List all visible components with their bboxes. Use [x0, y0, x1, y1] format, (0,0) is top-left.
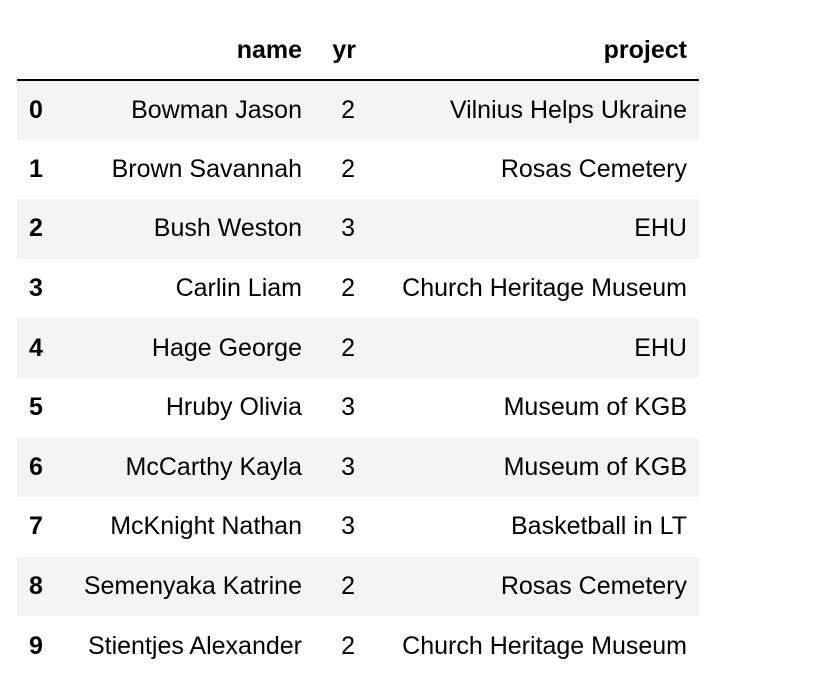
cell-name: Bush Weston [153, 214, 302, 243]
cell-yr: 2 [341, 572, 355, 601]
cell-name: McKnight Nathan [110, 512, 302, 541]
cell-yr: 3 [341, 393, 355, 422]
dataframe-table: name yr project 0 Bowman Jason 2 Vilnius… [17, 22, 699, 676]
row-index: 4 [29, 333, 43, 362]
table-row: 9 Stientjes Alexander 2 Church Heritage … [17, 616, 699, 676]
cell-project: Church Heritage Museum [402, 274, 687, 303]
cell-project: Church Heritage Museum [402, 631, 687, 660]
cell-project: Basketball in LT [510, 512, 687, 541]
cell-yr: 3 [341, 214, 355, 243]
column-header-name: name [55, 22, 314, 81]
table-row: 1 Brown Savannah 2 Rosas Cemetery [17, 139, 699, 200]
cell-name: Stientjes Alexander [87, 631, 302, 660]
cell-yr: 2 [341, 154, 355, 183]
dataframe-output: name yr project 0 Bowman Jason 2 Vilnius… [17, 22, 699, 676]
column-header-project: project [368, 22, 699, 81]
row-index: 0 [29, 95, 43, 124]
cell-name: Hruby Olivia [165, 393, 302, 422]
cell-yr: 2 [341, 274, 355, 303]
row-index: 2 [29, 214, 43, 243]
cell-name: Semenyaka Katrine [83, 572, 302, 601]
cell-name: Hage George [151, 333, 302, 362]
cell-yr: 2 [341, 95, 355, 124]
table-row: 0 Bowman Jason 2 Vilnius Helps Ukraine [17, 80, 699, 140]
cell-project: Rosas Cemetery [500, 572, 687, 601]
table-row: 4 Hage George 2 EHU [17, 318, 699, 378]
row-index: 5 [29, 393, 43, 422]
table-row: 8 Semenyaka Katrine 2 Rosas Cemetery [17, 556, 699, 617]
cell-project: Museum of KGB [503, 452, 687, 481]
cell-project: EHU [634, 333, 687, 362]
row-index: 7 [29, 512, 43, 541]
table-row: 7 McKnight Nathan 3 Basketball in LT [17, 497, 699, 557]
cell-yr: 2 [341, 631, 355, 660]
cell-name: Bowman Jason [131, 95, 302, 124]
row-index: 1 [29, 154, 43, 183]
row-index: 8 [29, 572, 43, 601]
table-row: 3 Carlin Liam 2 Church Heritage Museum [17, 258, 699, 319]
row-index: 9 [29, 631, 43, 660]
column-header-yr: yr [314, 22, 368, 81]
cell-yr: 3 [341, 512, 355, 541]
cell-project: EHU [634, 214, 687, 243]
cell-project: Museum of KGB [503, 393, 687, 422]
cell-name: McCarthy Kayla [125, 452, 302, 481]
table-row: 2 Bush Weston 3 EHU [17, 199, 699, 259]
table-row: 5 Hruby Olivia 3 Museum of KGB [17, 377, 699, 438]
index-column-header [17, 22, 55, 81]
row-index: 3 [29, 274, 43, 303]
header-row: name yr project [17, 22, 699, 81]
cell-name: Carlin Liam [175, 274, 302, 303]
table-row: 6 McCarthy Kayla 3 Museum of KGB [17, 437, 699, 498]
row-index: 6 [29, 452, 43, 481]
cell-yr: 3 [341, 452, 355, 481]
cell-name: Brown Savannah [111, 154, 302, 183]
cell-yr: 2 [341, 333, 355, 362]
cell-project: Rosas Cemetery [500, 154, 687, 183]
cell-project: Vilnius Helps Ukraine [449, 95, 687, 124]
